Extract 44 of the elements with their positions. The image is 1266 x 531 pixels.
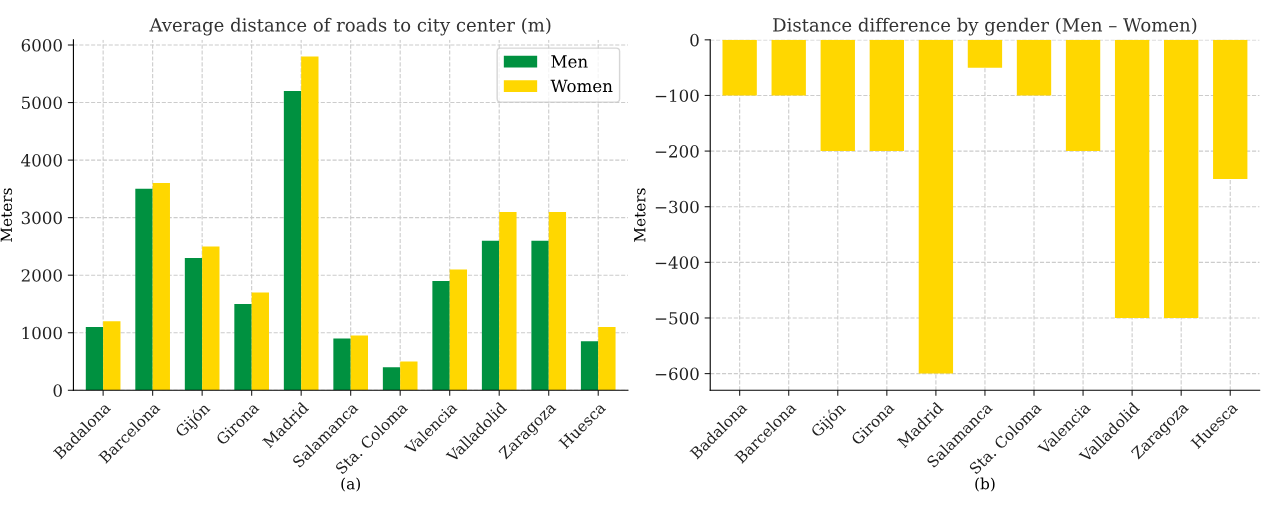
bar (85, 326, 104, 391)
y-tick-label: −200 (655, 145, 699, 158)
bar (135, 188, 153, 391)
y-tick-label: 6000 (21, 38, 62, 52)
bar (531, 240, 549, 391)
bar (152, 183, 170, 391)
bar (234, 303, 252, 391)
y-tick-label: 3000 (21, 211, 62, 225)
x-axis-title: (a) (341, 477, 360, 492)
y-tick-label: 4000 (21, 154, 62, 167)
bar (400, 361, 418, 391)
bar (251, 292, 269, 391)
y-tick-label: 0 (690, 33, 699, 47)
y-axis-title: Meters (634, 188, 646, 242)
chart-title: Distance difference by gender (Men – Women) (773, 17, 1197, 36)
bar (333, 338, 351, 391)
y-tick-label: 1000 (22, 326, 62, 340)
y-tick-label: −400 (655, 256, 699, 269)
bar (481, 240, 500, 391)
y-tick-label: 5000 (22, 96, 62, 110)
y-tick-label: 2000 (21, 269, 62, 282)
bar (350, 335, 369, 391)
y-tick-label: −600 (655, 367, 699, 381)
bar (301, 56, 319, 391)
bar (103, 321, 121, 391)
chart-title: Average distance of roads to city center (m) (149, 17, 551, 36)
bar (382, 367, 401, 391)
legend-label: Women (550, 79, 613, 93)
bar (202, 246, 220, 391)
x-axis-title: (b) (975, 477, 995, 492)
bar (432, 280, 450, 391)
y-tick-label: −300 (655, 200, 699, 214)
y-tick-label: −100 (655, 89, 699, 103)
y-tick-label: −500 (655, 311, 699, 325)
bar (499, 211, 517, 391)
bar (548, 211, 567, 391)
legend-label: Men (551, 55, 588, 68)
bar (449, 269, 468, 391)
bar (580, 341, 599, 391)
y-axis-title: Meters (0, 188, 13, 242)
bar (283, 91, 302, 391)
bar (598, 326, 616, 391)
y-tick-label: 0 (53, 384, 62, 397)
bar (184, 257, 203, 391)
